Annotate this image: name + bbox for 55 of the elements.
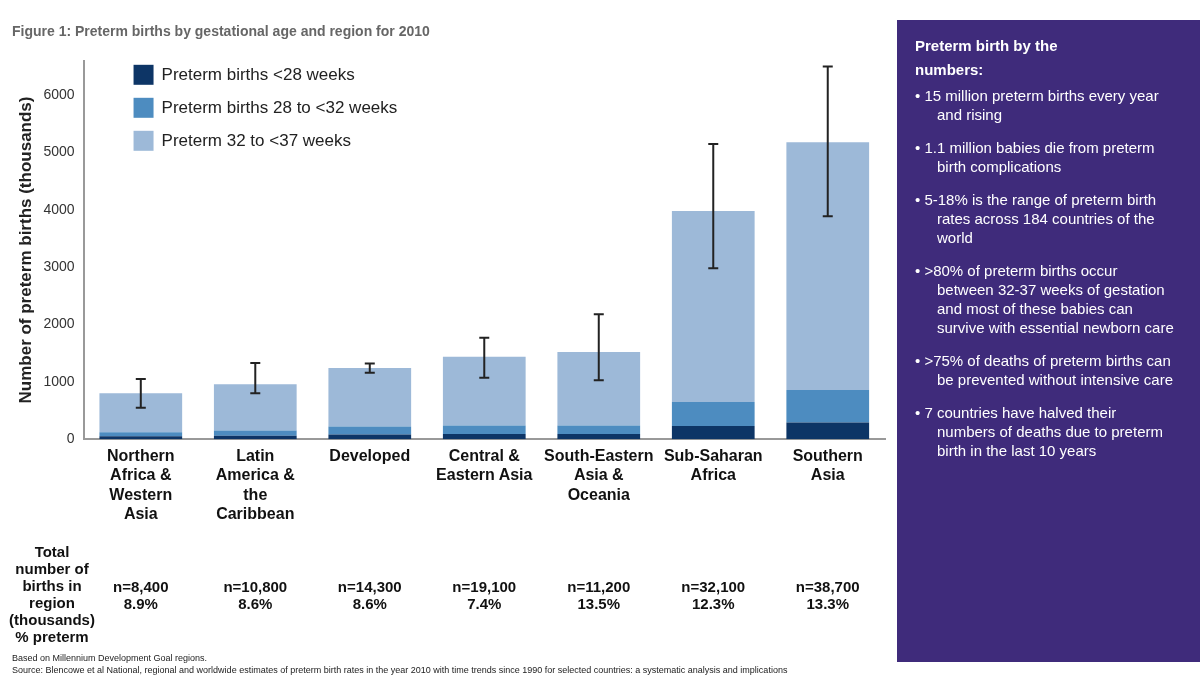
bar xyxy=(99,393,183,433)
text: Preterm birth by the numbers: xyxy=(915,36,1059,80)
bar xyxy=(442,434,526,440)
bar xyxy=(671,211,755,402)
text: • >75% of deaths of preterm births can be prevented without intensive care xyxy=(915,351,1174,389)
bar xyxy=(671,426,755,440)
text: • 15 million preterm births every year and rising xyxy=(915,86,1160,124)
bar xyxy=(557,352,641,426)
text: n=38,700 13.3% xyxy=(795,577,860,612)
bar xyxy=(557,434,641,440)
source-note: Source: Blencowe et al National, regional and worldwide estimates of preterm birth rates in the year 2010 with time trends since 1990 for selected countries: a systematic analysis and implications xyxy=(12,664,789,676)
text: n=11,200 13.5% xyxy=(567,577,631,612)
bar xyxy=(99,436,183,440)
bar xyxy=(99,432,183,437)
bar xyxy=(786,422,870,440)
bar xyxy=(557,425,641,435)
x-tick-label: Southern Asia xyxy=(792,447,863,484)
y-tick-label: 6000 xyxy=(43,86,75,103)
text: n=8,400 8.9% xyxy=(113,577,169,612)
y-tick-label: 4000 xyxy=(43,200,75,217)
y-tick-label: 0 xyxy=(66,430,75,447)
text: • 1.1 million babies die from preterm birth complications xyxy=(915,138,1156,176)
y-tick-label: 1000 xyxy=(43,372,75,389)
x-tick-label: Central & Eastern Asia xyxy=(436,447,533,484)
y-tick-label: 3000 xyxy=(43,258,75,275)
chart-title: Figure 1: Preterm births by gestational age and region for 2010 xyxy=(12,23,430,40)
y-tick-label: 5000 xyxy=(43,143,75,160)
x-tick-label: Northern Africa & Western Asia xyxy=(107,447,175,522)
x-tick-label: Developed xyxy=(329,447,411,465)
legend-label: Preterm births <28 weeks xyxy=(161,65,355,85)
bar xyxy=(671,401,755,427)
text: • 5-18% is the range of preterm birth rates across 184 countries of the world xyxy=(915,190,1158,247)
legend-label: Preterm 32 to <37 weeks xyxy=(161,131,352,151)
x-tick-label: South-Eastern Asia & Oceania xyxy=(544,447,654,503)
bar xyxy=(786,142,870,390)
bar xyxy=(213,430,297,436)
bar xyxy=(442,425,526,435)
bar xyxy=(786,389,870,423)
text: • >80% of preterm births occur between 32-37 weeks of gestation and most of these babies can survive with essential newborn care xyxy=(915,261,1175,337)
bar xyxy=(213,384,297,431)
x-tick-label: Sub-Saharan Africa xyxy=(663,447,763,484)
text: n=32,100 12.3% xyxy=(681,577,746,612)
bar xyxy=(328,368,412,427)
text: Total number of births in region (thousands) % preterm xyxy=(9,542,95,645)
y-tick-label: 2000 xyxy=(43,315,75,332)
text: n=10,800 8.6% xyxy=(223,577,288,612)
text: Based on Millennium Development Goal regions. xyxy=(12,652,209,664)
x-tick-label: Latin America & the Caribbean xyxy=(215,447,296,522)
text: n=14,300 8.6% xyxy=(337,577,402,612)
text: n=19,100 7.4% xyxy=(452,577,517,612)
bar xyxy=(442,356,526,426)
bar xyxy=(328,426,412,435)
text: • 7 countries have halved their numbers of deaths due to preterm birth in the last 10 years xyxy=(915,403,1164,460)
legend-label: Preterm births 28 to <32 weeks xyxy=(161,98,398,118)
y-axis-title: Number of preterm births (thousands) xyxy=(15,96,35,404)
